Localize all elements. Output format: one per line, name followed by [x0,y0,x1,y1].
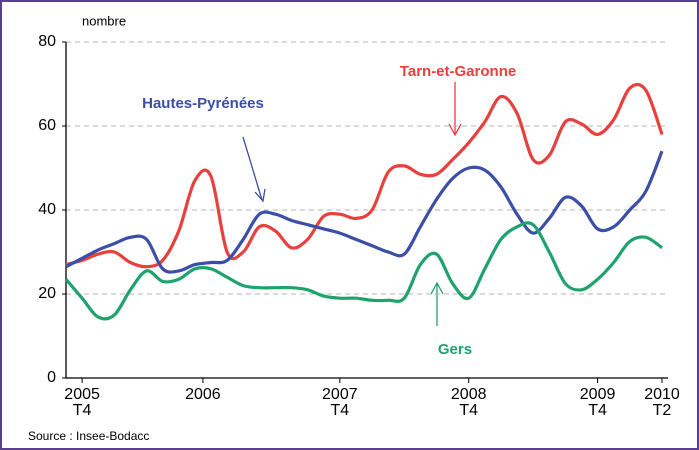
series-label: Hautes-Pyrénées [142,95,264,112]
y-tick-label: 40 [38,201,56,218]
source: Source : Insee-Bodacc [28,429,149,443]
x-tick-label: 2005 [64,386,100,403]
x-tick-label: 2008 [451,386,487,403]
x-tick-sublabel: T4 [73,402,92,419]
x-tick-label: 2010 [644,386,680,403]
x-tick-label: 2007 [322,386,358,403]
y-tick-label: 0 [47,369,56,386]
series-line [65,150,664,274]
series-label: Gers [438,341,472,358]
x-tick-label: 2006 [185,386,221,403]
y-tick-label: 20 [38,285,56,302]
arrow [242,136,266,203]
x-tick-label: 2009 [580,386,616,403]
x-tick-sublabel: T2 [653,402,672,419]
arrow [430,281,444,326]
arrows [242,82,462,326]
x-tick-sublabel: T4 [331,402,350,419]
y-tick-label: 80 [38,33,56,50]
x-tick-sublabel: T4 [459,402,478,419]
arrow [448,82,462,137]
series-label: Tarn-et-Garonne [400,63,516,80]
y-axis-label: nombre [82,13,126,28]
x-tick-sublabel: T4 [588,402,607,419]
series-line [64,221,663,321]
series-line [65,82,664,269]
y-tick-label: 60 [38,117,56,134]
